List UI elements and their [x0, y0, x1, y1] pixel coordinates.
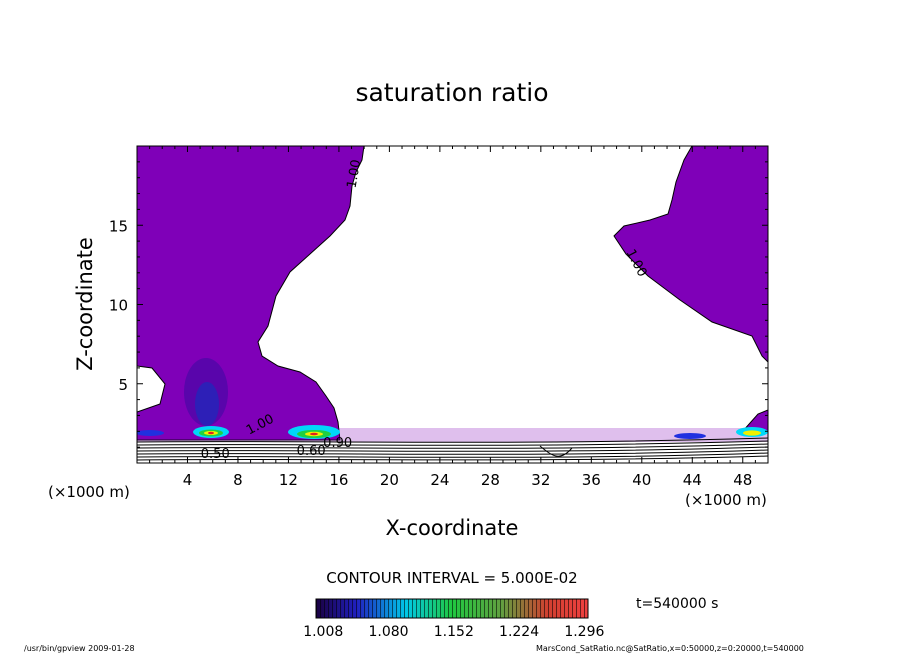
x-tick-label: 12	[279, 471, 298, 489]
x-tick-label: 32	[531, 471, 550, 489]
x-tick-label: 40	[632, 471, 651, 489]
contour-interval: CONTOUR INTERVAL = 5.000E-02	[326, 569, 577, 587]
chart-title: saturation ratio	[355, 78, 548, 107]
x-axis-label: X-coordinate	[386, 516, 519, 540]
supersaturated-region-right	[613, 146, 768, 433]
x-tick-label: 8	[233, 471, 243, 489]
footer-left: /usr/bin/gpview 2009-01-28	[24, 644, 135, 653]
contour-label: 0.50	[201, 447, 230, 462]
x-tick-label: 16	[329, 471, 348, 489]
y-tick-label: 5	[118, 376, 128, 394]
colorbar	[315, 598, 589, 619]
y-axis: 5 10 15	[109, 161, 768, 448]
hotspots	[137, 358, 768, 439]
colorbar-tick-label: 1.008	[303, 624, 343, 640]
contour-label: 0.60	[297, 444, 326, 459]
x-unit-left: (×1000 m)	[48, 483, 130, 501]
x-axis: 4 8 12 16 20 24 28 32 36 40 44 48	[149, 146, 756, 489]
colorbar-tick-label: 1.296	[564, 624, 604, 640]
x-tick-label: 28	[481, 471, 500, 489]
y-axis-label: Z-coordinate	[73, 237, 97, 371]
colorbar-tick-label: 1.152	[434, 624, 474, 640]
footer-right: MarsCond_SatRatio.nc@SatRatio,x=0:50000,…	[536, 644, 804, 653]
colorbar-tick-label: 1.224	[499, 624, 539, 640]
ground-contours	[137, 437, 768, 461]
contour-label: 0.90	[323, 436, 352, 451]
x-tick-label: 20	[380, 471, 399, 489]
plot-area: 1.001.001.000.50 0.600.90	[137, 146, 768, 463]
x-unit-right: (×1000 m)	[685, 491, 767, 509]
x-tick-label: 4	[183, 471, 193, 489]
y-tick-label: 10	[109, 297, 128, 315]
time-label: t=540000 s	[636, 596, 718, 612]
x-tick-label: 36	[582, 471, 601, 489]
x-tick-label: 44	[683, 471, 702, 489]
colorbar-ticks: 1.008 1.080 1.152 1.224 1.296	[303, 624, 604, 640]
colorbar-tick-label: 1.080	[368, 624, 408, 640]
y-tick-label: 15	[109, 217, 128, 235]
contour-label: 1.00	[345, 158, 365, 189]
x-tick-label: 24	[430, 471, 449, 489]
x-tick-label: 48	[733, 471, 752, 489]
